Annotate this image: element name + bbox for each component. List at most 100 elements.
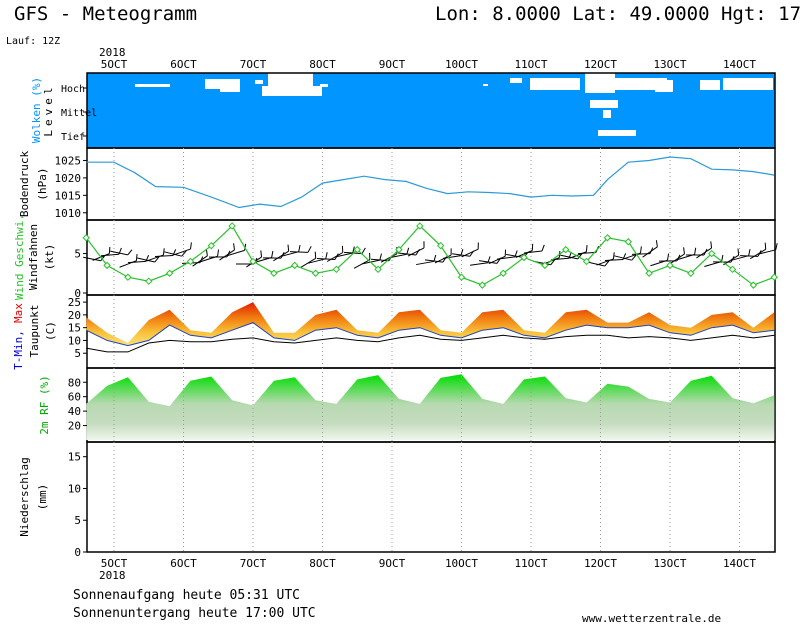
wind-barb-shaft [83,256,101,262]
precipitation-yticks: 0 5 10 15 [68,451,87,559]
website-link[interactable]: www.wetterzentrale.de [582,612,721,625]
wind-point [624,238,633,246]
wind-barb-shaft [669,253,685,265]
wind-barb-flag [694,247,697,255]
wind-barb-flag [314,251,317,259]
wind-point [165,269,174,277]
wind-barb-shaft [397,252,417,256]
wind-point [770,273,778,281]
wind-point [270,269,278,277]
wind-barb-shaft [443,255,461,259]
ytick-label: 15 [68,322,81,335]
wind-point [562,245,570,254]
wind-point [145,277,153,285]
tmin-line [85,322,775,347]
wind-barb-shaft [335,252,353,258]
wind-barb [326,245,344,262]
wind-barb [560,253,583,260]
wind-barb [164,250,187,257]
ytick-label: 1020 [55,172,82,185]
wind-barb [110,249,133,256]
wind-ylabel: Wind Geschwi. [13,214,26,300]
date-tick-bottom: 7OCT [240,557,267,570]
wind-point [416,222,424,230]
pressure-ylabel: Bodendruck [18,151,31,218]
date-tick-top: 5OCT [101,58,128,71]
ytick-label: 5 [74,347,81,360]
wind-barb-flag [433,254,437,262]
date-tick-top: 7OCT [240,58,267,71]
wind-barb-shaft [577,251,597,255]
wind-barb-shaft [452,253,470,257]
ytick-label: 20 [68,309,81,322]
ytick-label: 1015 [55,189,82,202]
wind-barb-shaft [723,254,739,266]
wind-barb [587,260,610,267]
temp-ylabel2: Taupunkt [28,305,41,358]
humidity-ylabel: 2m RF (%) [38,375,51,435]
bottom-date-axis: 5OCT 6OCT 7OCT 8OCT 9OCT 10OCT 11OCT 12OCT 13OCT… [101,557,757,570]
wind-barb-flag [640,246,642,254]
wind-barb-flag [423,241,425,248]
wind-point [82,234,90,242]
wind-barb-shaft [587,261,605,267]
wind-point [520,253,528,262]
temp-ylabel-max: Max [12,303,25,323]
wind-barb-shaft [416,260,434,266]
wind-barb [686,248,708,256]
date-tick-top: 12OCT [584,58,617,71]
ytick-label: 80 [68,376,81,389]
year-label-bottom: 2018 [99,569,126,582]
wind-barb-shaft [300,257,316,269]
ytick-label: 0 [74,287,81,300]
wind-barb-flag [127,249,133,256]
wind-barb-flag [775,243,778,250]
ytick-label: 1010 [55,207,82,220]
wind-point [749,281,758,289]
wind-point [228,222,236,230]
wind-barb-flag [667,253,670,261]
wind-barb [262,251,285,259]
wind-yticks: 05 [74,248,87,300]
wind-barb-shaft [560,254,578,260]
wind-barb-shaft [281,251,299,257]
chart-title: GFS - Meteogramm [14,3,197,25]
date-tick-top: 9OCT [379,58,406,71]
precipitation-panel: 0 5 10 15 Niederschlag (mm) [18,441,776,559]
date-tick-bottom: 12OCT [584,557,617,570]
wind-barb-shaft [470,262,488,266]
wind-barb-shaft [227,249,245,257]
wind-barb-flag [764,242,767,250]
wind-point [499,269,507,277]
wind-barb [308,252,328,264]
wind-barb-shaft [308,258,326,264]
ytick-label: 20 [68,420,81,433]
wind-panel: 05 Wind Geschwi. Windfahnen (kt) [13,214,778,300]
wind-barb-flag [450,248,452,256]
wind-barb-shaft [192,255,208,267]
wind-point [332,265,341,274]
wind-barb-shaft [380,253,398,263]
wind-point [645,269,653,277]
wind-barb-shaft [523,250,543,254]
wind-barb-flag [655,240,658,247]
wind-barbs [83,240,778,269]
temp-ylabel-min: T-Min, [12,330,25,370]
date-tick-bottom: 14OCT [723,557,756,570]
date-tick-top: 11OCT [514,58,547,71]
wind-barb [604,253,627,261]
sunrise-text: Sonnenaufgang heute 05:31 UTC [73,588,300,603]
wind-barb [596,252,615,266]
ytick-label: 5 [74,248,81,261]
wind-barb-shaft [110,250,128,256]
wind-barb-flag [361,247,366,254]
wind-point [687,269,695,277]
ytick-label: 1025 [55,154,82,167]
wind-barb [83,255,106,262]
wind-barb [300,251,317,269]
wind-barb-shaft [164,251,182,257]
wind-barb-flag [748,248,751,256]
wind-point [124,273,132,281]
